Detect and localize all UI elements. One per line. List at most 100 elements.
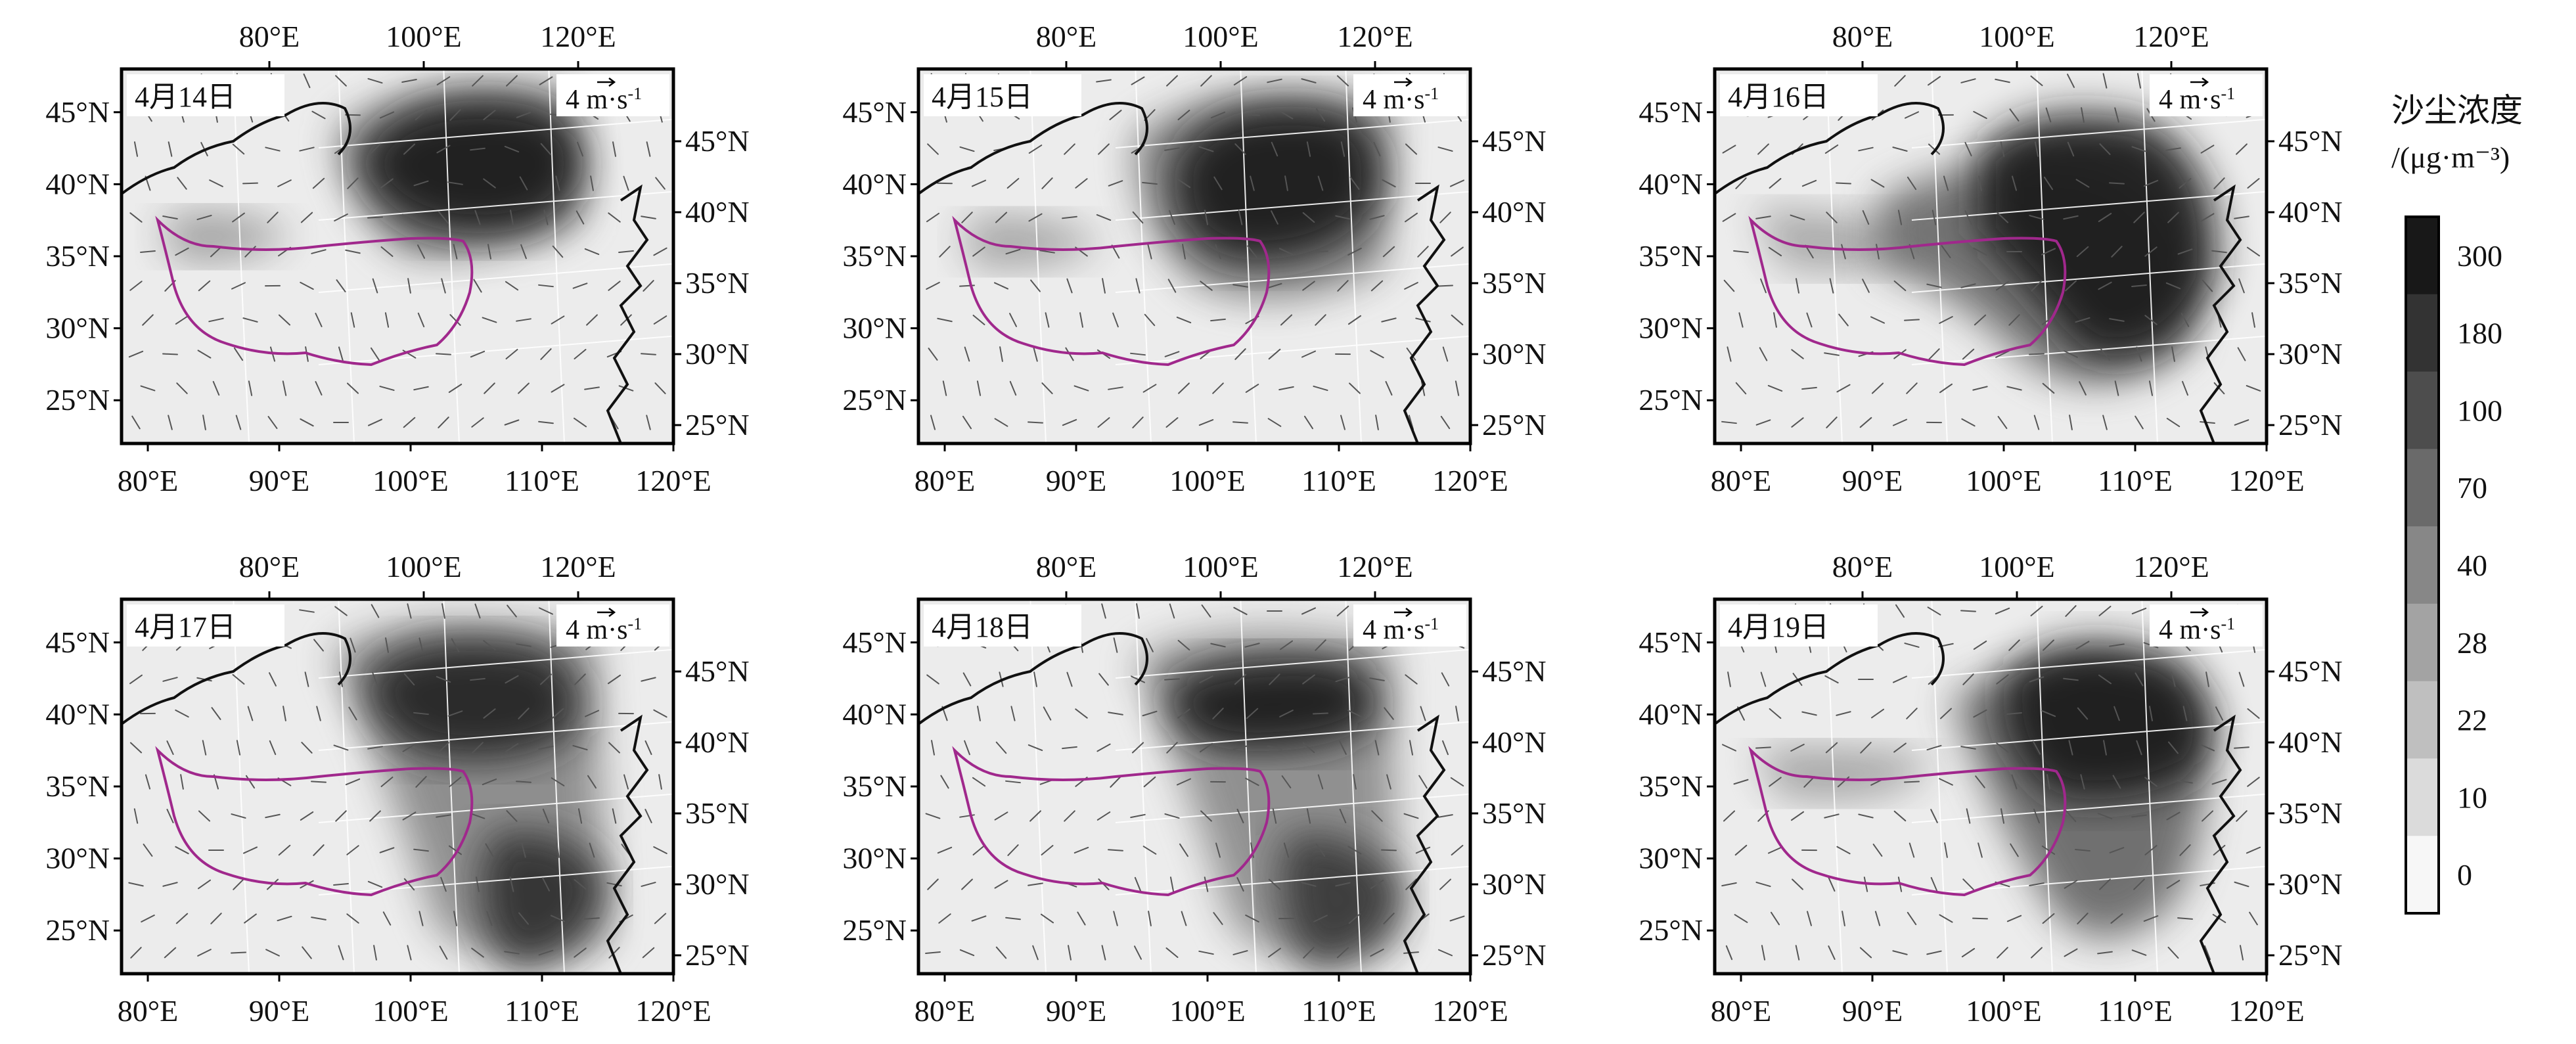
wind-arrow	[401, 214, 417, 221]
wind-arrow	[1939, 316, 1953, 324]
wind-arrow	[538, 745, 554, 750]
wind-arrow	[1370, 879, 1384, 890]
wind-arrow	[541, 877, 551, 892]
tibetan-plateau-boundary	[1748, 216, 2067, 367]
wind-reference-unit: m·s	[587, 615, 628, 645]
wind-arrow	[505, 281, 519, 291]
parallel-line	[1911, 335, 2267, 365]
wind-arrow	[1826, 212, 1838, 223]
wind-arrow	[1167, 279, 1177, 293]
wind-arrow	[1336, 605, 1349, 617]
wind-arrow	[1760, 671, 1767, 687]
wind-arrow	[282, 706, 286, 721]
wind-arrow	[540, 348, 552, 360]
wind-arrow	[1304, 415, 1313, 430]
wind-arrow	[166, 808, 174, 824]
wind-arrow	[925, 813, 941, 819]
wind-arrow	[2251, 312, 2255, 328]
right-tick-label: 25°N	[2278, 408, 2343, 442]
wind-arrow	[1876, 244, 1880, 260]
right-tick-label: 40°N	[685, 725, 750, 759]
wind-arrow	[1836, 711, 1851, 716]
meridian-line	[548, 599, 566, 974]
meridian-line	[1240, 69, 1257, 443]
wind-arrow	[2131, 949, 2147, 956]
wind-arrow	[2131, 146, 2147, 152]
wind-arrow	[1349, 177, 1360, 190]
wind-arrow	[927, 143, 939, 155]
wind-arrow	[2136, 346, 2142, 362]
wind-arrow	[2165, 147, 2181, 151]
wind-arrow	[2098, 281, 2112, 290]
wind-arrow	[129, 212, 143, 223]
right-tick-label: 45°N	[685, 654, 750, 688]
wind-arrow	[2143, 915, 2159, 922]
wind-arrow	[2063, 215, 2079, 220]
wind-arrow	[1142, 846, 1157, 855]
wind-arrow	[486, 911, 493, 926]
wind-arrow	[350, 312, 355, 328]
wind-arrow	[175, 846, 189, 855]
bottom-tick-label: 120°E	[1432, 994, 1508, 1028]
wind-arrow	[1079, 312, 1083, 328]
wind-arrow	[1232, 745, 1248, 750]
wind-arrow	[1269, 673, 1280, 685]
date-label: 4月19日	[1728, 611, 1829, 643]
wind-arrow	[976, 380, 982, 396]
wind-arrow	[1386, 774, 1391, 790]
wind-arrow	[345, 249, 361, 254]
wind-arrow	[925, 951, 941, 955]
wind-arrow	[1098, 143, 1110, 155]
wind-arrow	[2177, 917, 2193, 920]
wind-arrow	[382, 911, 392, 926]
wind-arrow	[1939, 383, 1953, 394]
wind-arrow	[1455, 380, 1460, 396]
right-tick-label: 40°N	[2278, 195, 2343, 229]
right-tick-label: 45°N	[2278, 124, 2343, 158]
dust-plume	[480, 831, 608, 967]
wind-arrow	[1442, 346, 1449, 362]
wind-arrow	[333, 744, 349, 751]
wind-arrow	[1722, 744, 1736, 752]
graticule	[1826, 69, 2267, 443]
wind-arrow	[1169, 210, 1175, 225]
wind-arrow	[1267, 745, 1282, 750]
wind-arrow	[1131, 76, 1145, 85]
wind-arrow	[1382, 179, 1396, 188]
wind-arrow	[1267, 418, 1282, 427]
wind-arrow	[231, 813, 246, 819]
bottom-tick-label: 100°E	[1169, 464, 1246, 497]
wind-arrow	[418, 911, 424, 926]
wind-arrow	[1165, 947, 1179, 958]
wind-arrow	[1451, 246, 1464, 257]
wind-arrow	[176, 382, 188, 394]
wind-arrow	[1734, 914, 1748, 923]
wind-arrow	[573, 417, 587, 428]
wind-arrow	[1790, 214, 1805, 221]
wind-arrow	[1870, 708, 1885, 719]
parallel-line	[318, 865, 673, 896]
wind-arrow	[1132, 211, 1144, 224]
wind-arrow	[1773, 312, 1777, 328]
wind-arrow	[1302, 212, 1315, 223]
wind-arrow	[242, 846, 258, 854]
wind-arrow	[128, 350, 144, 358]
wind-arrow	[1142, 384, 1157, 393]
wind-arrow	[2167, 212, 2179, 223]
wind-arrow	[1164, 147, 1180, 151]
wind-arrow	[1375, 415, 1379, 430]
wind-arrow	[1405, 878, 1417, 890]
wind-arrow	[1892, 675, 1908, 683]
wind-arrow	[2234, 746, 2249, 749]
wind-arrow	[1893, 810, 1907, 822]
wind-arrow	[1973, 247, 1987, 256]
meridian-line	[2036, 599, 2054, 974]
wind-arrow	[1204, 876, 1209, 892]
wind-arrow	[1722, 145, 1736, 154]
left-tick-label: 40°N	[1638, 167, 1703, 200]
colorbar-segment	[2406, 758, 2439, 837]
wind-arrow	[232, 143, 245, 155]
wind-reference-exponent: -1	[2221, 84, 2236, 103]
wind-arrow	[2098, 674, 2112, 685]
wind-arrow	[415, 109, 428, 121]
